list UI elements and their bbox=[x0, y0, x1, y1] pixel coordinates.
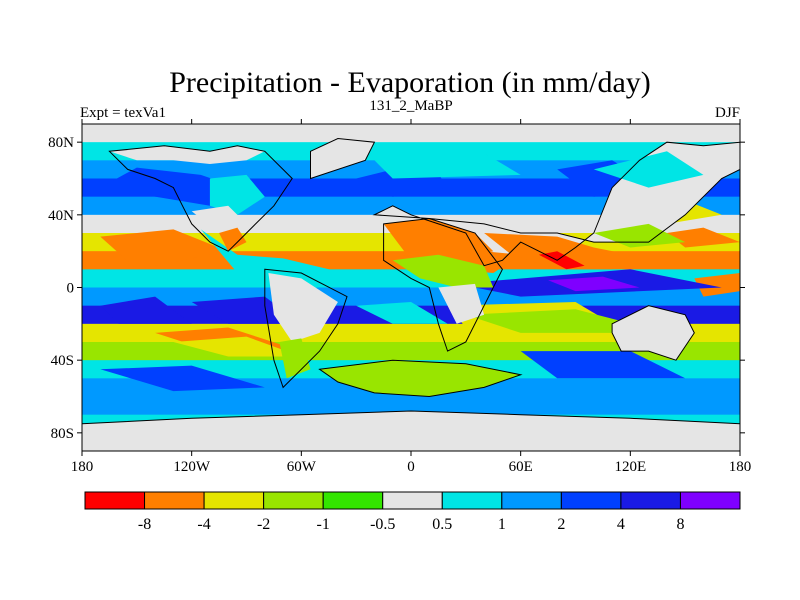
land-contour-fill bbox=[82, 411, 740, 451]
contour-band bbox=[82, 396, 740, 416]
x-tick-label: 60W bbox=[287, 459, 317, 475]
colorbar-label: -4 bbox=[197, 516, 210, 533]
colorbar: -8 -4 -2 -1 -0.5 0.5 1 2 4 8 bbox=[84, 491, 741, 533]
colorbar-label: -0.5 bbox=[370, 516, 395, 533]
colorbar-swatch bbox=[263, 491, 324, 510]
contour-patch bbox=[100, 296, 192, 324]
contour-patch bbox=[666, 227, 740, 248]
x-tick-label: 180 bbox=[729, 459, 752, 475]
colorbar-label: 1 bbox=[498, 516, 506, 533]
x-tick-label: 0 bbox=[407, 459, 415, 475]
land-contour-fill bbox=[219, 227, 247, 252]
colorbar-label: 8 bbox=[676, 516, 684, 533]
colorbar-swatch bbox=[203, 491, 265, 510]
contour-patch bbox=[520, 351, 686, 379]
chart-title: Precipitation - Evaporation (in mm/day) bbox=[169, 66, 651, 99]
x-tick-label: 60E bbox=[509, 459, 533, 475]
land-contour-fill bbox=[392, 254, 494, 288]
y-tick-label: 40N bbox=[48, 208, 74, 224]
coastline bbox=[611, 305, 695, 361]
colorbar-swatch bbox=[620, 491, 681, 510]
coastline bbox=[372, 141, 740, 267]
colorbar-label: -8 bbox=[138, 516, 151, 533]
coastline bbox=[318, 359, 523, 398]
colorbar-swatch bbox=[382, 491, 443, 510]
land-contour-fill bbox=[612, 305, 695, 361]
land-contour-fill bbox=[109, 145, 265, 164]
y-tick-label: 0 bbox=[67, 281, 75, 297]
land-contour-fill bbox=[268, 273, 338, 342]
land-contour-fill bbox=[538, 251, 585, 270]
time-period-label: 131_2_MaBP bbox=[369, 98, 452, 114]
contour-patch bbox=[356, 302, 448, 324]
land-contour-fill bbox=[209, 174, 265, 215]
y-tick-label: 80S bbox=[51, 426, 74, 442]
colorbar-label: 0.5 bbox=[432, 516, 452, 533]
contour-patch bbox=[100, 229, 229, 270]
coastline bbox=[383, 217, 503, 352]
x-tick-label: 120W bbox=[173, 459, 211, 475]
colorbar-swatch bbox=[560, 491, 622, 510]
season-label: DJF bbox=[715, 105, 740, 121]
colorbar-swatch bbox=[501, 491, 562, 510]
contour-patch bbox=[694, 273, 740, 297]
map-plot-area bbox=[82, 124, 740, 451]
colorbar-swatch bbox=[84, 491, 146, 510]
colorbar-swatch bbox=[322, 491, 384, 510]
coastline bbox=[264, 268, 348, 389]
contour-patch bbox=[548, 276, 640, 292]
colorbar-swatch bbox=[679, 491, 741, 510]
colorbar-label: 4 bbox=[617, 516, 625, 533]
contour-patch bbox=[374, 153, 521, 179]
colorbar-label: -2 bbox=[257, 516, 270, 533]
land-contour-fill bbox=[191, 205, 247, 233]
y-tick-label: 80N bbox=[48, 135, 74, 151]
map-axes: 180 120W 60W 0 60E 120E 180 80N 40N 0 40S 80S bbox=[48, 119, 751, 475]
contour-patch bbox=[100, 365, 265, 392]
coastline bbox=[310, 137, 376, 180]
x-tick-label: 120E bbox=[614, 459, 646, 475]
contour-patch bbox=[173, 336, 302, 357]
land-contour-fill bbox=[593, 151, 704, 188]
experiment-label: Expt = texVa1 bbox=[80, 105, 166, 121]
colorbar-label: -1 bbox=[317, 516, 330, 533]
colorbar-swatch bbox=[441, 491, 503, 510]
land-contour-fill bbox=[383, 218, 494, 261]
coastline bbox=[108, 145, 293, 252]
y-tick-label: 40S bbox=[51, 353, 74, 369]
contour-band bbox=[82, 124, 740, 143]
land-contour-fill bbox=[319, 360, 521, 397]
x-tick-label: 180 bbox=[71, 459, 94, 475]
colorbar-swatch bbox=[144, 491, 205, 510]
colorbar-label: 2 bbox=[557, 516, 565, 533]
land-contour-fill bbox=[310, 138, 375, 179]
coastline bbox=[82, 410, 740, 451]
land-contour-fill bbox=[438, 283, 485, 324]
